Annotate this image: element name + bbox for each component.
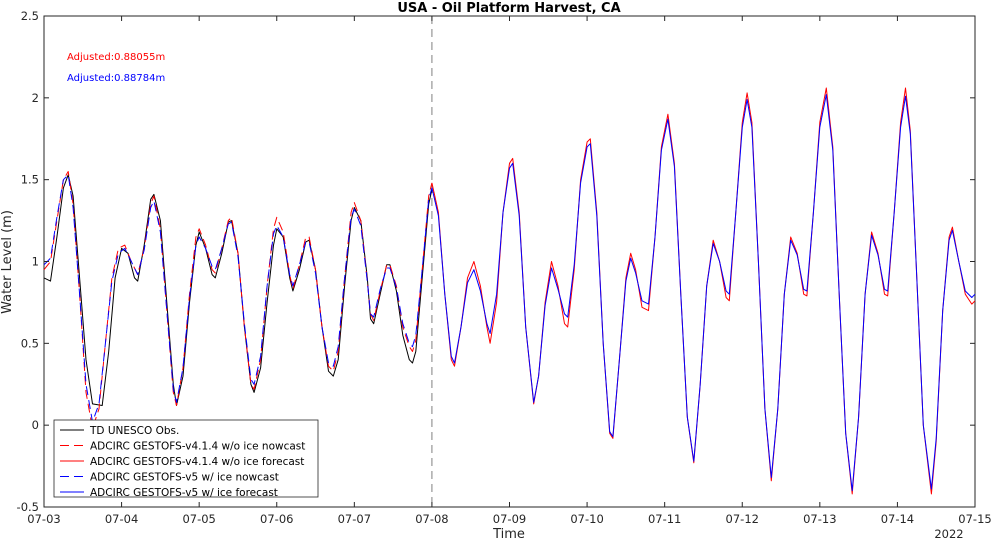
y-tick-label: 1.5 (21, 173, 39, 187)
x-tick-label: 07-09 (493, 512, 526, 526)
legend-box (53, 419, 319, 498)
x-tick-label: 07-03 (27, 512, 60, 526)
x-tick-label: 07-11 (648, 512, 681, 526)
x-axis: 07-03 07-04 07-05 07-06 07-07 07-08 07-09 07-10… (27, 16, 992, 526)
legend-entry: ADCIRC GESTOFS-v5 w/ ice nowcast (90, 472, 279, 484)
legend-entry: ADCIRC GESTOFS-v5 w/ ice forecast (90, 487, 278, 499)
year-label: 2022 (934, 527, 963, 541)
legend: TD UNESCO Obs. ADCIRC GESTOFS-v4.1.4 w/o … (53, 419, 319, 499)
series-line-4 (43, 174, 433, 423)
legend-entry: TD UNESCO Obs. (89, 425, 179, 437)
x-tick-label: 07-10 (570, 512, 603, 526)
x-tick-label: 07-04 (105, 512, 138, 526)
x-tick-label: 07-07 (338, 512, 371, 526)
x-axis-label: Time (492, 527, 525, 541)
x-tick-label: 07-08 (415, 512, 448, 526)
y-tick-label: 1 (32, 255, 39, 269)
x-tick-label: 07-06 (260, 512, 293, 526)
y-tick-label: -0.5 (17, 500, 39, 514)
y-tick-label: 0.5 (21, 336, 39, 350)
x-tick-label: 07-13 (803, 512, 836, 526)
y-tick-label: 0 (32, 418, 39, 432)
legend-entry: ADCIRC GESTOFS-v4.1.4 w/o ice nowcast (90, 441, 305, 453)
adjusted-annotation: Adjusted:0.88055m (67, 52, 165, 63)
annotations: Adjusted:0.88055m Adjusted:0.88784m (67, 52, 165, 84)
legend-entry: ADCIRC GESTOFS-v4.1.4 w/o ice forecast (90, 456, 304, 468)
y-axis-label: Water Level (m) (0, 210, 15, 314)
x-tick-label: 07-14 (881, 512, 914, 526)
y-tick-label: 2.5 (21, 9, 39, 23)
y-axis: -0.5 0 0.5 1 1.5 2 2.5 (17, 9, 975, 514)
y-tick-label: 2 (32, 91, 39, 105)
x-tick-label: 07-12 (726, 512, 759, 526)
x-tick-label: 07-15 (958, 512, 991, 526)
chart-title: USA - Oil Platform Harvest, CA (397, 1, 620, 16)
x-tick-label: 07-05 (182, 512, 215, 526)
series-line-2 (43, 171, 433, 429)
series-layer (43, 87, 976, 495)
adjusted-annotation: Adjusted:0.88784m (67, 73, 165, 84)
series-line-5 (431, 94, 976, 492)
